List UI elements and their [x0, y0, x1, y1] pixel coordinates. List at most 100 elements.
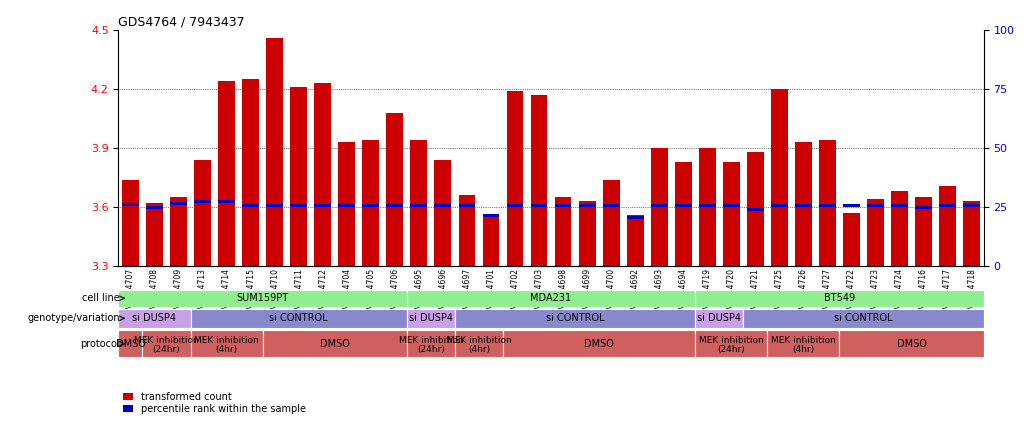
Bar — [626, 216, 644, 219]
Bar — [407, 330, 455, 357]
Bar — [963, 201, 980, 266]
Bar — [507, 204, 523, 207]
Text: BT549: BT549 — [824, 293, 855, 303]
Bar — [795, 142, 812, 266]
Bar — [314, 204, 331, 207]
Bar — [891, 204, 907, 207]
Text: SUM159PT: SUM159PT — [237, 293, 288, 303]
Text: (4hr): (4hr) — [215, 345, 238, 354]
Bar — [266, 204, 283, 207]
Bar — [118, 309, 191, 328]
Text: MEK inhibition: MEK inhibition — [134, 336, 199, 345]
Bar — [482, 215, 500, 266]
Bar — [767, 330, 839, 357]
Bar — [455, 309, 695, 328]
Bar — [554, 198, 572, 266]
Bar — [795, 204, 812, 207]
Bar — [963, 204, 980, 207]
Bar — [407, 290, 695, 307]
Text: (4hr): (4hr) — [792, 345, 815, 354]
Bar — [891, 192, 907, 266]
Bar — [651, 204, 667, 207]
Bar — [695, 309, 744, 328]
Bar — [218, 81, 235, 266]
Bar — [122, 180, 139, 266]
Bar — [695, 330, 767, 357]
Bar — [455, 330, 503, 357]
Text: cell line: cell line — [82, 293, 119, 303]
Bar — [266, 38, 283, 266]
Text: si CONTROL: si CONTROL — [834, 313, 893, 323]
Text: DMSO: DMSO — [319, 339, 350, 349]
Bar — [915, 198, 932, 266]
Bar — [363, 140, 379, 266]
Bar — [122, 203, 139, 206]
Text: DMSO: DMSO — [896, 339, 927, 349]
Text: si DUSP4: si DUSP4 — [409, 313, 453, 323]
Bar — [530, 95, 547, 266]
Bar — [843, 213, 860, 266]
Text: MDA231: MDA231 — [530, 293, 572, 303]
Bar — [118, 330, 142, 357]
Bar — [723, 162, 740, 266]
Bar — [170, 198, 186, 266]
Bar — [410, 140, 427, 266]
Bar — [435, 160, 451, 266]
Bar — [675, 204, 691, 207]
Bar — [458, 204, 475, 207]
Bar — [867, 204, 884, 207]
Bar — [142, 330, 191, 357]
Bar — [338, 204, 355, 207]
Bar — [698, 204, 716, 207]
Bar — [554, 204, 572, 207]
Bar — [503, 330, 695, 357]
Bar — [363, 204, 379, 207]
Bar — [242, 204, 259, 207]
Bar — [695, 290, 984, 307]
Bar — [191, 309, 407, 328]
Text: (24hr): (24hr) — [718, 345, 745, 354]
Bar — [939, 204, 956, 207]
Bar — [146, 203, 163, 266]
Bar — [579, 204, 595, 207]
Bar — [482, 214, 500, 217]
Bar — [507, 91, 523, 266]
Text: (24hr): (24hr) — [417, 345, 445, 354]
Bar — [263, 330, 407, 357]
Text: (4hr): (4hr) — [468, 345, 490, 354]
Text: MEK inhibition: MEK inhibition — [447, 336, 511, 345]
Bar — [747, 152, 763, 266]
Bar — [386, 113, 403, 266]
Text: si DUSP4: si DUSP4 — [697, 313, 742, 323]
Bar — [770, 89, 788, 266]
Text: MEK inhibition: MEK inhibition — [699, 336, 763, 345]
Bar — [118, 290, 407, 307]
Bar — [770, 204, 788, 207]
Text: GDS4764 / 7943437: GDS4764 / 7943437 — [118, 16, 245, 28]
Bar — [530, 204, 547, 207]
Bar — [603, 180, 619, 266]
Bar — [290, 204, 307, 207]
Bar — [626, 215, 644, 266]
Bar — [194, 200, 211, 203]
Bar — [698, 148, 716, 266]
Bar — [458, 195, 475, 266]
Bar — [218, 200, 235, 203]
Bar — [651, 148, 667, 266]
Bar — [314, 83, 331, 266]
Bar — [747, 208, 763, 211]
Bar — [819, 140, 835, 266]
Text: protocol: protocol — [80, 339, 119, 349]
Bar — [579, 201, 595, 266]
Legend: transformed count, percentile rank within the sample: transformed count, percentile rank withi… — [124, 392, 306, 414]
Bar — [435, 204, 451, 207]
Text: DMSO: DMSO — [584, 339, 614, 349]
Text: MEK inhibition: MEK inhibition — [399, 336, 464, 345]
Text: DMSO: DMSO — [115, 339, 145, 349]
Bar — [867, 199, 884, 266]
Bar — [723, 204, 740, 207]
Bar — [146, 206, 163, 209]
Text: MEK inhibition: MEK inhibition — [771, 336, 835, 345]
Text: genotype/variation: genotype/variation — [27, 313, 119, 323]
Text: MEK inhibition: MEK inhibition — [195, 336, 259, 345]
